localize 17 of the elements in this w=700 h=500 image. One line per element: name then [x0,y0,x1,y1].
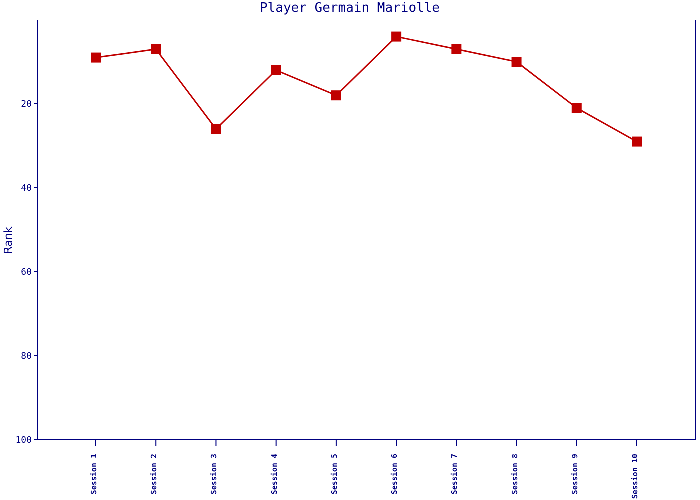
y-tick-label: 40 [21,184,32,194]
point [572,103,582,114]
point [271,65,282,76]
point [452,44,462,54]
chart-title: Player Germain Mariolle [258,1,441,16]
point [331,90,342,101]
point [632,136,642,147]
point [211,124,222,134]
point [392,32,402,42]
y-tick-label: 20 [21,100,32,110]
y-tick-label: 80 [21,352,32,362]
y-axis-title: Rank [2,226,16,254]
point [512,57,522,67]
y-tick-label: 60 [21,268,32,278]
y-tick-label: 100 [16,436,32,446]
point [91,52,101,63]
point [151,44,162,54]
